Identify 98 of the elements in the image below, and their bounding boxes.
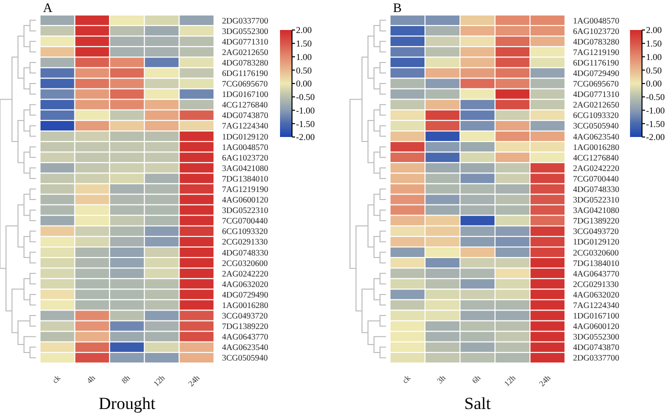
y-tick-label: 1DG0167100 <box>222 89 268 100</box>
color-bar-label: 0.00 <box>296 78 312 89</box>
y-tick-label: 7DG1389220 <box>222 321 268 332</box>
y-tick-label: 3CG0505940 <box>222 352 268 363</box>
y-tick-label: 6CG1093320 <box>222 226 268 236</box>
y-tick-label: 4DG0771310 <box>573 89 620 100</box>
y-tick-label: 3DG0522310 <box>573 194 620 205</box>
y-tick-label: 4DG0783280 <box>222 57 268 68</box>
y-tick-label: 7DG1389220 <box>573 216 620 226</box>
color-bar-label: -1.00 <box>296 105 316 116</box>
y-tick-label: 4AG0600120 <box>222 194 268 205</box>
color-bar-label: -1.50 <box>646 118 666 129</box>
y-tick-label: 4DG0743870 <box>573 342 620 352</box>
y-tick-label: 1AG0048570 <box>573 15 620 26</box>
y-tick-label: 1AG0016280 <box>222 300 268 310</box>
color-bar-label: -2.00 <box>646 132 666 142</box>
color-bar-label: -0.50 <box>296 92 316 102</box>
y-tick-label: 4DG0783280 <box>573 36 620 46</box>
y-tick-label: 3AG0421080 <box>573 205 620 216</box>
x-tick-label: 24h <box>537 373 552 388</box>
color-bar-label: 2.00 <box>296 25 312 36</box>
y-tick-label: 7AG1219190 <box>222 184 268 194</box>
y-tick-label: 7AG1224340 <box>222 120 268 131</box>
y-tick-label: 2AG0242220 <box>222 268 268 278</box>
y-tick-label: 4AG0632020 <box>573 289 620 300</box>
y-tick-label: 4AG0623540 <box>222 342 268 352</box>
y-tick-label: 6DG1176190 <box>222 68 268 78</box>
y-tick-label: 4DG0729490 <box>573 68 620 78</box>
y-tick-label: 7CG0700440 <box>222 216 268 226</box>
color-bar-label: 1.00 <box>296 52 312 62</box>
y-tick-label: 7AG1224340 <box>573 300 620 310</box>
y-tick-label: 6AG1023720 <box>222 152 268 162</box>
y-tick-label: 2AG0212650 <box>222 46 268 57</box>
y-tick-label: 4DG0771310 <box>222 36 268 46</box>
y-tick-label: 2DG0337700 <box>222 15 268 26</box>
x-tick-label: 24h <box>186 373 202 388</box>
y-tick-label: 2DG0337700 <box>573 352 620 363</box>
x-tick-label: 8h <box>120 373 132 386</box>
y-tick-label: 2CG0320600 <box>573 247 619 258</box>
color-bar-label: 0.00 <box>646 78 662 89</box>
color-bar-label: 0.50 <box>296 65 312 76</box>
color-bar-label: 0.50 <box>646 65 662 76</box>
x-tick-label: 3h <box>435 373 448 386</box>
y-tick-label: 3DG0552300 <box>222 26 268 36</box>
y-tick-label: 1DG0167100 <box>573 310 620 321</box>
color-bar-label: 1.00 <box>646 52 662 62</box>
y-tick-label: 7DG1384010 <box>573 258 620 268</box>
y-tick-label: 3DG0522310 <box>222 205 268 216</box>
x-axis-title: Salt <box>463 394 492 414</box>
y-tick-label: 4DG0748330 <box>573 184 620 194</box>
y-tick-label: 2CG0320600 <box>222 258 268 268</box>
y-tick-label: 3AG0421080 <box>222 162 268 173</box>
y-tick-label: 7CG0695670 <box>573 78 619 89</box>
x-tick-label: ck <box>400 373 412 386</box>
color-bar-label: 1.50 <box>646 38 662 49</box>
y-tick-label: 2CG0291330 <box>222 236 268 247</box>
y-tick-label: 2AG0212650 <box>573 100 620 110</box>
y-tick-label: 4CG1276840 <box>222 100 268 110</box>
y-tick-label: 3CG0505940 <box>573 120 619 131</box>
color-bar-label: -1.50 <box>296 118 316 129</box>
y-tick-label: 4CG1276840 <box>573 152 619 162</box>
y-tick-label: 7DG1384010 <box>222 173 268 184</box>
x-axis-title: Drought <box>98 394 156 414</box>
y-tick-label: 4DG0729490 <box>222 289 268 300</box>
x-tick-label: 12h <box>152 373 167 388</box>
color-bar-label: -2.00 <box>296 132 316 142</box>
y-tick-label: 3CG0493720 <box>573 226 619 236</box>
y-tick-label: 4AG0643770 <box>573 268 620 278</box>
x-tick-label: 12h <box>502 373 518 388</box>
x-tick-label: 4h <box>84 373 98 386</box>
y-tick-label: 1AG0016280 <box>573 142 620 152</box>
color-bar-label: 2.00 <box>646 25 662 36</box>
y-tick-label: 2AG0242220 <box>573 162 620 173</box>
y-tick-label: 7CG0695670 <box>222 78 268 89</box>
y-tick-label: 4AG0600120 <box>573 321 620 332</box>
x-tick-label: 6h <box>470 373 482 386</box>
x-tick-label: ck <box>50 373 62 386</box>
y-tick-label: 6CG1093320 <box>573 110 619 120</box>
y-tick-label: 4AG0643770 <box>222 332 268 342</box>
chart-title: A <box>43 0 52 16</box>
y-tick-label: 3CG0493720 <box>222 310 268 321</box>
color-bar-label: -1.00 <box>646 105 666 116</box>
y-tick-label: 4DG0743870 <box>222 110 268 120</box>
y-tick-label: 7AG1219190 <box>573 46 620 57</box>
y-tick-label: 4AG0632020 <box>222 278 268 289</box>
y-tick-label: 1AG0048570 <box>222 142 268 152</box>
y-tick-label: 1DG0129120 <box>222 131 268 142</box>
y-tick-label: 6AG1023720 <box>573 26 620 36</box>
color-bar-label: -0.50 <box>646 92 666 102</box>
y-tick-label: 4AG0623540 <box>573 131 620 142</box>
y-tick-label: 7CG0700440 <box>573 173 619 184</box>
y-tick-label: 2CG0291330 <box>573 278 619 289</box>
y-tick-label: 1DG0129120 <box>573 236 620 247</box>
color-bar-label: 1.50 <box>296 38 312 49</box>
chart-title: B <box>393 0 402 16</box>
y-tick-label: 3DG0552300 <box>573 332 620 342</box>
y-tick-label: 4DG0748330 <box>222 247 268 258</box>
y-tick-label: 6DG1176190 <box>573 57 619 68</box>
